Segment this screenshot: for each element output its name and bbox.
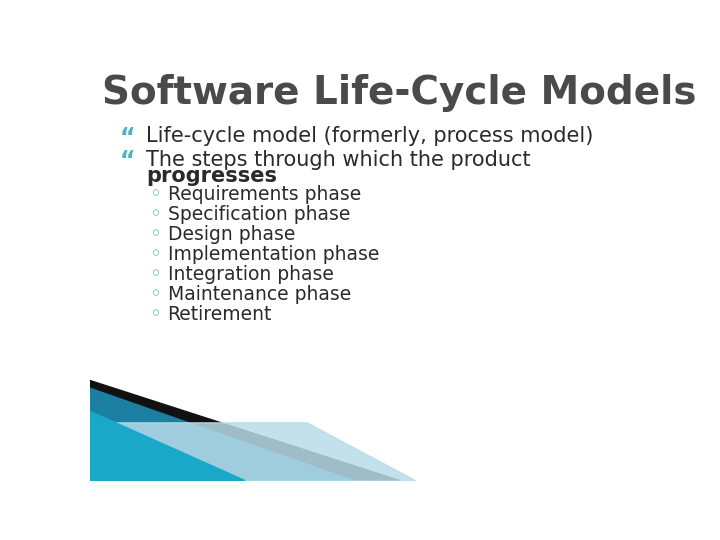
Text: Requirements phase: Requirements phase [168,185,361,204]
Text: Design phase: Design phase [168,225,295,244]
Text: Retirement: Retirement [168,305,272,324]
Text: The steps through which the product: The steps through which the product [145,150,531,170]
Text: ◦: ◦ [150,265,162,284]
Polygon shape [90,388,354,481]
Text: ◦: ◦ [150,285,162,304]
Polygon shape [90,411,245,481]
Text: progresses: progresses [145,166,276,186]
Text: Implementation phase: Implementation phase [168,245,379,264]
Text: Life-cycle model (formerly, process model): Life-cycle model (formerly, process mode… [145,126,593,146]
Text: ◦: ◦ [150,305,162,324]
Polygon shape [90,381,400,481]
Text: Maintenance phase: Maintenance phase [168,285,351,304]
Text: ◦: ◦ [150,185,162,204]
Text: Specification phase: Specification phase [168,205,350,224]
Text: ◦: ◦ [150,225,162,244]
Text: Software Life-Cycle Models: Software Life-Cycle Models [102,74,696,112]
Text: “: “ [120,126,135,151]
Text: ◦: ◦ [150,205,162,224]
Polygon shape [90,423,415,481]
Text: Integration phase: Integration phase [168,265,333,284]
Text: ◦: ◦ [150,245,162,264]
Text: “: “ [120,150,135,173]
